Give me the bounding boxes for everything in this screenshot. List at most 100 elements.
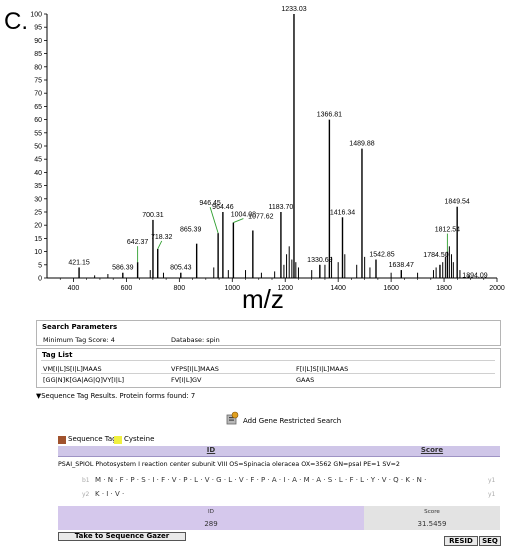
result-id-value: 289	[204, 520, 218, 528]
peak-label: 805.43	[170, 265, 192, 272]
sequence-tag-legend-label: Sequence Tag	[68, 435, 117, 443]
peak-label: 946.45	[199, 200, 221, 207]
min-tag-score-text: Minimum Tag Score: 4	[43, 336, 115, 344]
y-tick-label: 25	[34, 210, 42, 217]
result-score-value: 31.5459	[417, 520, 447, 528]
peak-label: 1894.09	[462, 272, 487, 279]
y-tick-label: 60	[34, 117, 42, 124]
add-gene-restricted-search-link[interactable]: Add Gene Restricted Search	[243, 417, 342, 425]
search-parameters-panel: Search Parameters Minimum Tag Score: 4 D…	[36, 320, 501, 346]
peak-label: 1812.54	[435, 227, 460, 234]
tag-item[interactable]: GAAS	[296, 376, 315, 384]
y-tick-label: 5	[38, 262, 42, 269]
x-tick-label: 1200	[277, 285, 293, 292]
x-tick-label: 1800	[436, 285, 452, 292]
sequence-tag-results-label: Sequence Tag Results. Protein forms foun…	[41, 392, 196, 400]
y-tick-label: 90	[34, 38, 42, 45]
y-tick-label: 55	[34, 130, 42, 137]
peak-label: 1416.34	[330, 209, 355, 216]
tag-list-panel: Tag List VM[I|L]S[I|L]MAAS VFPS[I|L]MAAS…	[36, 348, 501, 388]
peak-label: 1004.08	[231, 212, 256, 219]
highlight-connector	[157, 240, 163, 250]
sequence-tag-swatch	[58, 436, 66, 444]
y-tick-label: 0	[38, 276, 42, 283]
result-id-label: ID	[208, 509, 214, 515]
peak-label: 1233.03	[281, 6, 306, 13]
tag-item[interactable]: [GG|N]K[GA|AG|Q]VY[I|L]	[43, 376, 125, 384]
y-tick-label: 50	[34, 144, 42, 151]
y-tick-label: 35	[34, 183, 42, 190]
highlight-connector	[209, 206, 219, 234]
x-tick-label: 600	[121, 285, 133, 292]
sequence-row: K · I · V ·	[95, 490, 125, 498]
x-axis-label: m/z	[242, 284, 284, 314]
database-text: Database: spin	[171, 336, 220, 344]
sequence-row: M · N · F · P · S · I · F · V · P · L · …	[95, 476, 427, 484]
gene-search-icon[interactable]	[226, 411, 240, 425]
peak-labels-group: 421.15 586.39 642.37 700.31 718.32 805.43 865.…	[68, 6, 487, 279]
sequence-tag-results-toggle[interactable]: ▼Sequence Tag Results. Protein forms fou…	[36, 392, 195, 400]
y-tick-label: 95	[34, 25, 42, 32]
peak-label: 1330.69	[307, 257, 332, 264]
tag-item[interactable]: VM[I|L]S[I|L]MAAS	[43, 365, 102, 373]
peak-label: 1849.54	[445, 199, 470, 206]
peaks-group	[78, 14, 470, 278]
triangle-down-icon: ▼	[36, 392, 42, 400]
x-tick-label: 1600	[383, 285, 399, 292]
y-tick-label: 100	[30, 12, 42, 19]
x-axis: 400 600 800 1000 1200 1400 1600 1800 2000	[47, 277, 505, 292]
peak-label: 586.39	[112, 265, 134, 272]
tag-item[interactable]: FV[I|L]GV	[171, 376, 202, 384]
y-tick-label: 20	[34, 223, 42, 230]
x-tick-label: 1000	[225, 285, 241, 292]
y-tick-label: 85	[34, 51, 42, 58]
tag-list-divider	[41, 360, 495, 361]
highlight-connector	[233, 218, 244, 223]
peak-label: 1183.70	[269, 204, 294, 211]
tag-item[interactable]: VFPS[I|L]MAAS	[171, 365, 219, 373]
panel-label: C.	[4, 8, 28, 35]
score-header-label[interactable]: Score	[420, 446, 444, 454]
tag-list-title: Tag List	[42, 351, 73, 359]
y-tick-label: 10	[34, 249, 42, 256]
peak-label: 421.15	[68, 259, 90, 266]
y-tick-label: 65	[34, 104, 42, 111]
peak-label: 1077.62	[248, 213, 273, 220]
take-to-sequence-gazer-button[interactable]: Take to Sequence Gazer	[58, 532, 186, 541]
peak-label: 700.31	[142, 212, 164, 219]
peak-label: 642.37	[127, 239, 149, 246]
peak-label: 865.39	[180, 227, 202, 234]
ion-label: y1	[488, 477, 496, 484]
mass-spectrum-chart: 0 5 10 15 20 25 30 35 40 45 50 55 60 65 70 75 80 85 90 95 10…	[30, 6, 505, 292]
id-header-label[interactable]: ID	[206, 446, 216, 454]
peak-label: 1489.88	[349, 141, 374, 148]
peak-label: 1784.50	[423, 252, 448, 259]
id-column-header[interactable]: ID	[58, 446, 364, 457]
y-tick-label: 80	[34, 64, 42, 71]
x-tick-label: 400	[68, 285, 80, 292]
tag-item[interactable]: F[I|L]S[I|L]MAAS	[296, 365, 349, 373]
tag-list-divider	[41, 373, 495, 374]
ion-label: b1	[82, 477, 90, 484]
seq-button[interactable]: SEQ	[479, 536, 501, 546]
score-column-header[interactable]: Score	[364, 446, 500, 457]
result-score-label: Score	[424, 509, 440, 515]
protein-description[interactable]: PSAI_SPIOL Photosystem I reaction center…	[58, 461, 400, 468]
y-tick-label: 75	[34, 78, 42, 85]
search-parameters-title: Search Parameters	[42, 323, 118, 331]
x-tick-label: 800	[174, 285, 186, 292]
y-tick-label: 30	[34, 196, 42, 203]
resid-button[interactable]: RESID	[444, 536, 478, 546]
cysteine-legend-label: Cysteine	[124, 435, 155, 443]
peak-label: 718.32	[151, 234, 173, 241]
result-id-cell: ID 289	[58, 506, 364, 530]
ion-label: y2	[82, 491, 90, 498]
peak-label: 1638.47	[389, 262, 414, 269]
cysteine-swatch	[114, 436, 122, 444]
ion-label: y1	[488, 491, 496, 498]
peak-label: 964.46	[212, 204, 234, 211]
y-tick-label: 70	[34, 91, 42, 98]
result-score-cell: Score 31.5459	[364, 506, 500, 530]
y-axis: 0 5 10 15 20 25 30 35 40 45 50 55 60 65 70 75 80 85 90 95 10…	[30, 12, 48, 283]
peak-label: 1366.81	[317, 112, 342, 119]
